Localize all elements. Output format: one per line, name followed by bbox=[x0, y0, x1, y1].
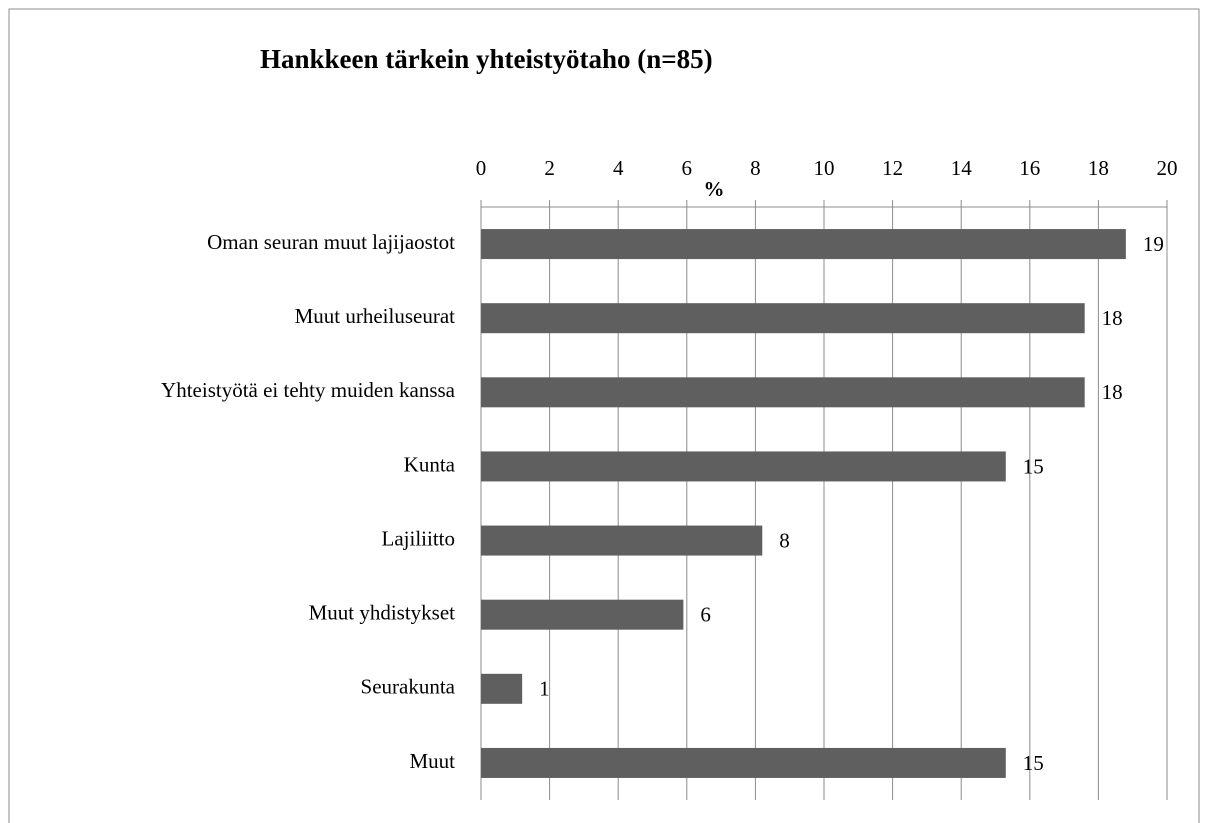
bar bbox=[481, 229, 1126, 260]
x-tick-label: 8 bbox=[750, 156, 761, 180]
y-tick-label: Muut urheiluseurat bbox=[295, 304, 456, 328]
y-tick-label: Oman seuran muut lajijaostot bbox=[207, 230, 455, 254]
bar bbox=[481, 599, 684, 630]
data-label: 19 bbox=[1143, 232, 1164, 256]
x-tick-label: 14 bbox=[951, 156, 973, 180]
bar bbox=[481, 525, 763, 556]
x-tick-label: 4 bbox=[613, 156, 624, 180]
bar bbox=[481, 377, 1085, 408]
y-tick-label: Muut yhdistykset bbox=[309, 601, 456, 625]
y-tick-label: Kunta bbox=[404, 452, 456, 476]
data-label: 18 bbox=[1102, 380, 1123, 404]
data-label: 8 bbox=[779, 528, 790, 552]
data-label: 1 bbox=[539, 677, 550, 701]
x-axis-label: % bbox=[704, 177, 725, 201]
y-tick-label: Seurakunta bbox=[361, 675, 456, 699]
data-label: 6 bbox=[700, 603, 711, 627]
bar bbox=[481, 747, 1006, 778]
x-tick-label: 0 bbox=[476, 156, 487, 180]
bar bbox=[481, 451, 1006, 482]
x-tick-label: 16 bbox=[1019, 156, 1040, 180]
x-tick-label: 18 bbox=[1088, 156, 1109, 180]
y-tick-label: Lajiliitto bbox=[382, 526, 456, 550]
x-tick-label: 20 bbox=[1157, 156, 1178, 180]
chart-frame bbox=[8, 8, 1200, 823]
data-label: 18 bbox=[1102, 306, 1123, 330]
x-tick-label: 6 bbox=[682, 156, 693, 180]
bar bbox=[481, 303, 1085, 334]
x-tick-label: 10 bbox=[814, 156, 835, 180]
x-tick-label: 12 bbox=[882, 156, 903, 180]
x-tick-label: 2 bbox=[544, 156, 555, 180]
bar bbox=[481, 673, 523, 704]
y-tick-label: Yhteistyötä ei tehty muiden kanssa bbox=[161, 378, 456, 402]
chart-title: Hankkeen tärkein yhteistyötaho (n=85) bbox=[260, 44, 713, 74]
data-label: 15 bbox=[1023, 751, 1044, 775]
y-tick-label: Muut bbox=[409, 749, 455, 773]
data-label: 15 bbox=[1023, 454, 1044, 478]
